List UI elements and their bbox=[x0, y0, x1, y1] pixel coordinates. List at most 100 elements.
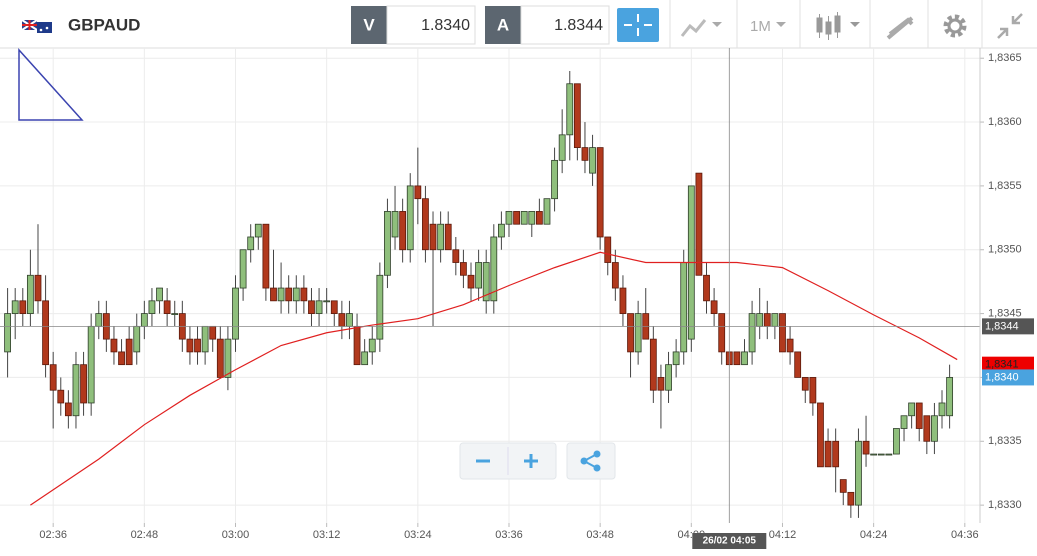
chart-type-button[interactable] bbox=[680, 19, 722, 37]
candle-body bbox=[300, 287, 308, 302]
candle-body bbox=[148, 300, 156, 314]
bid-button[interactable] bbox=[351, 6, 387, 44]
ask-label: A bbox=[497, 15, 509, 34]
candle-body bbox=[42, 300, 49, 366]
candle-body bbox=[497, 223, 505, 238]
candle-body bbox=[26, 274, 34, 314]
candle-body bbox=[285, 287, 293, 302]
ask-button[interactable] bbox=[485, 6, 521, 44]
draw-button[interactable] bbox=[886, 16, 914, 40]
candle-body bbox=[292, 287, 300, 302]
x-tick-label: 04:24 bbox=[860, 529, 888, 541]
candle-body bbox=[482, 262, 490, 302]
candle-body bbox=[558, 134, 566, 161]
price-label: 1,8340 bbox=[985, 371, 1019, 383]
candle-body bbox=[368, 338, 376, 353]
candle-body bbox=[680, 262, 688, 353]
candle-body bbox=[908, 402, 916, 417]
y-tick-label: 1,8360 bbox=[988, 116, 1022, 128]
candle-body bbox=[794, 351, 802, 378]
candle-body bbox=[710, 300, 718, 314]
candle-body bbox=[946, 377, 954, 417]
bid-label: V bbox=[363, 15, 375, 34]
candle-body bbox=[505, 211, 513, 225]
candle-body bbox=[95, 313, 103, 327]
settings-button[interactable] bbox=[943, 14, 967, 38]
candle-body bbox=[756, 313, 764, 327]
crosshair-price-label: 1,8344 bbox=[985, 320, 1019, 332]
candle-body bbox=[118, 351, 125, 366]
candle-body bbox=[406, 185, 414, 251]
candle-body bbox=[581, 147, 589, 161]
candle-body bbox=[703, 274, 710, 302]
y-tick-label: 1,8355 bbox=[988, 180, 1022, 192]
candle-body bbox=[254, 223, 262, 238]
candle-body bbox=[475, 262, 483, 289]
candle-body bbox=[361, 351, 369, 366]
candle-body bbox=[277, 287, 285, 302]
candle-body bbox=[110, 338, 118, 353]
candle-body bbox=[376, 274, 384, 340]
candle-body bbox=[452, 249, 460, 263]
candle-body bbox=[399, 211, 407, 251]
candle-body bbox=[596, 147, 604, 238]
candle-body bbox=[931, 415, 938, 442]
candle-body bbox=[672, 351, 680, 366]
candle-body bbox=[209, 325, 217, 340]
candle-body bbox=[657, 377, 665, 391]
candle-body bbox=[391, 211, 399, 238]
fullscreen-button[interactable] bbox=[997, 13, 1023, 39]
candle-body bbox=[308, 300, 315, 314]
timeframe[interactable]: 1M bbox=[750, 18, 771, 35]
price-label: 1,8341 bbox=[985, 359, 1019, 371]
candle-body bbox=[589, 147, 596, 174]
price-label-box bbox=[982, 369, 1034, 386]
candle-body bbox=[665, 364, 672, 391]
share[interactable] bbox=[580, 450, 601, 472]
candle-body bbox=[634, 313, 642, 353]
timeframe-arrow bbox=[776, 22, 786, 27]
candle-body bbox=[513, 211, 520, 225]
candle-body bbox=[353, 325, 361, 366]
symbol: GBPAUD bbox=[68, 15, 140, 34]
crosshair-time-label: 26/02 04:05 bbox=[703, 536, 757, 547]
candle-body bbox=[817, 402, 824, 468]
x-tick-label: 03:00 bbox=[222, 529, 250, 541]
candle-body bbox=[779, 313, 786, 353]
candle-body bbox=[422, 198, 429, 251]
candle-body bbox=[801, 377, 809, 391]
candle-body bbox=[733, 351, 741, 366]
candle-body bbox=[437, 223, 445, 251]
candle-body bbox=[34, 274, 42, 302]
candle-body bbox=[528, 211, 536, 225]
candle-body bbox=[870, 453, 878, 456]
candle-body bbox=[771, 313, 779, 327]
candle-body bbox=[247, 236, 255, 251]
candle-body bbox=[216, 338, 224, 378]
candle-body bbox=[649, 338, 657, 391]
crosshair-time-box bbox=[692, 533, 767, 549]
candle-body bbox=[718, 313, 726, 353]
ask-box bbox=[520, 5, 610, 45]
x-tick-label: 02:36 bbox=[39, 529, 67, 541]
candle-body bbox=[323, 300, 331, 303]
candle-body bbox=[520, 211, 528, 225]
candle-body bbox=[87, 325, 95, 404]
candle-body bbox=[414, 185, 422, 200]
candle-body bbox=[346, 313, 353, 327]
candle-body bbox=[604, 236, 612, 263]
candle-type-button[interactable] bbox=[816, 12, 860, 40]
candle-body bbox=[72, 364, 80, 417]
x-tick-label: 04:36 bbox=[951, 529, 979, 541]
candle-body bbox=[855, 440, 862, 506]
crosshair-button[interactable] bbox=[617, 8, 659, 42]
candle-body bbox=[19, 300, 27, 314]
price-label-box bbox=[982, 356, 1034, 373]
moving-average bbox=[30, 251, 958, 506]
zoom-in[interactable] bbox=[524, 454, 538, 468]
y-tick-label: 1,8345 bbox=[988, 307, 1022, 319]
candle-body bbox=[695, 172, 703, 276]
candle-body bbox=[786, 338, 794, 353]
candle-body bbox=[201, 325, 209, 353]
